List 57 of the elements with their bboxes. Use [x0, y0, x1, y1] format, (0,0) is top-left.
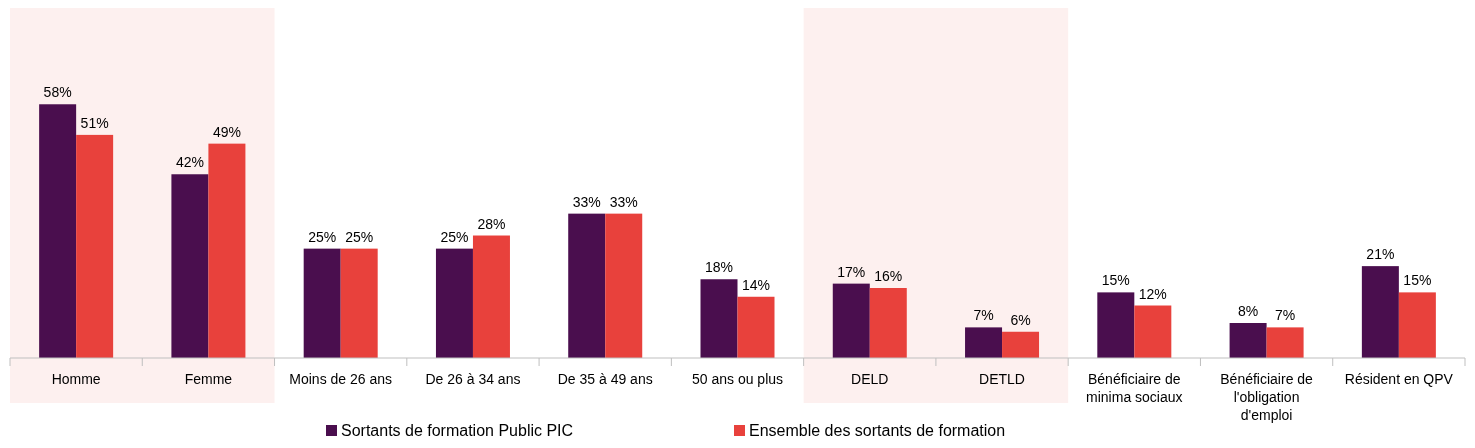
x-tick-label: Résident en QPV: [1344, 371, 1454, 387]
data-label: 16%: [874, 268, 903, 285]
legend-label: Ensemble des sortants de formation: [749, 422, 1006, 439]
data-label: 7%: [1274, 307, 1296, 324]
x-tick-label: De 35 à 49 ans: [557, 371, 653, 387]
x-tick-label: DELD: [851, 371, 889, 387]
data-label: 33%: [609, 193, 638, 210]
bar: [1134, 305, 1172, 358]
data-label: 6%: [1010, 311, 1031, 328]
bar: [737, 296, 775, 358]
data-label: 28%: [477, 215, 506, 232]
bar: [340, 248, 378, 358]
bar: [208, 143, 246, 358]
x-tick-label: Homme: [51, 371, 101, 387]
x-tick-label: DETLD: [979, 371, 1025, 387]
bar: [1002, 331, 1040, 358]
data-label: 15%: [1403, 272, 1432, 289]
data-label: 18%: [704, 259, 734, 276]
data-label: 42%: [175, 154, 204, 171]
data-label: 49%: [212, 123, 241, 140]
bar: [869, 288, 907, 358]
bar: [568, 213, 606, 358]
data-label: 17%: [837, 263, 866, 280]
x-tick-label: De 26 à 34 ans: [425, 371, 521, 387]
bar: [1398, 292, 1436, 358]
bar: [1097, 292, 1135, 358]
bar: [1229, 323, 1267, 358]
data-label: 12%: [1138, 285, 1167, 302]
bar: [605, 213, 643, 358]
data-label: 8%: [1237, 303, 1259, 319]
bar: [171, 174, 209, 358]
data-label: 25%: [308, 228, 337, 245]
x-tick-label: Femme: [184, 371, 233, 387]
x-tick-label: Bénéficiaire de minima sociaux: [1086, 371, 1183, 405]
bar: [472, 235, 510, 358]
bar: [76, 134, 114, 358]
bar: [965, 327, 1003, 358]
x-tick-label: Bénéficiaire de l'obligation d'emploi: [1220, 371, 1314, 423]
x-tick-label: 50 ans ou plus: [691, 371, 784, 387]
x-tick-label: Moins de 26 ans: [289, 371, 393, 387]
bar: [435, 248, 473, 358]
bar: [1266, 327, 1304, 358]
data-label: 25%: [440, 228, 469, 245]
bar: [39, 104, 77, 358]
data-label: 25%: [345, 228, 374, 245]
bar: [700, 279, 738, 358]
data-label: 14%: [741, 276, 771, 293]
bar: [832, 283, 870, 358]
bar: [1361, 266, 1399, 358]
legend-label: Sortants de formation Public PIC: [341, 422, 574, 439]
data-label: 7%: [973, 307, 994, 324]
data-label: 15%: [1101, 272, 1130, 289]
data-label: 51%: [80, 114, 109, 131]
data-label: 58%: [43, 84, 72, 101]
bar: [303, 248, 341, 358]
data-label: 21%: [1366, 246, 1395, 263]
data-label: 33%: [572, 193, 601, 210]
